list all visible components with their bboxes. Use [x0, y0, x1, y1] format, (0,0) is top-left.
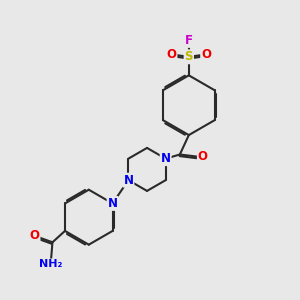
Text: F: F	[185, 34, 193, 47]
Text: N: N	[160, 152, 171, 165]
Text: N: N	[123, 174, 134, 187]
Text: O: O	[198, 150, 208, 164]
Text: O: O	[167, 48, 176, 61]
Text: O: O	[29, 229, 40, 242]
Text: NH₂: NH₂	[39, 260, 63, 269]
Text: N: N	[108, 197, 118, 210]
Text: O: O	[201, 48, 211, 61]
Text: S: S	[184, 50, 193, 63]
